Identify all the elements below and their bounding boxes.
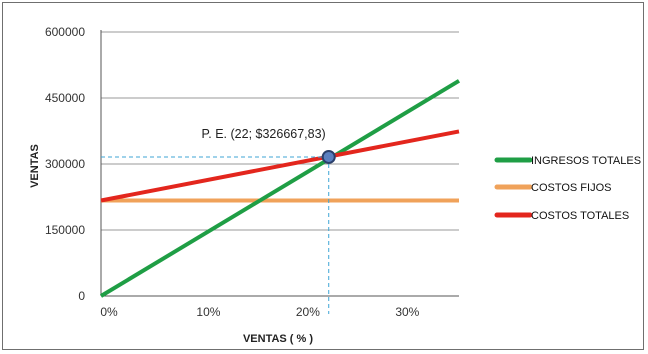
- x-tick-label: 10%: [196, 305, 220, 319]
- legend-item: COSTOS FIJOS: [494, 182, 611, 194]
- chart-frame: 0 150000 300000 450000 600000 0% 10% 20% 30% P.…: [2, 2, 644, 350]
- series-lines: [99, 79, 461, 298]
- break-even-label: P. E. (22; $326667,83): [202, 127, 326, 141]
- legend-label: COSTOS FIJOS: [531, 182, 611, 194]
- break-even-annotation: P. E. (22; $326667,83): [101, 127, 336, 314]
- y-axis: 0 150000 300000 450000 600000: [45, 25, 102, 303]
- y-axis-title: VENTAS: [29, 144, 41, 188]
- series-line: [100, 129, 460, 203]
- y-tick-label: 0: [78, 289, 85, 303]
- x-axis: 0% 10% 20% 30%: [100, 295, 459, 319]
- y-tick-label: 450000: [45, 91, 85, 105]
- legend-item: INGRESOS TOTALES: [494, 155, 641, 167]
- legend-item: COSTOS TOTALES: [494, 210, 629, 222]
- x-tick-label: 20%: [296, 305, 320, 319]
- legend-label: INGRESOS TOTALES: [531, 155, 641, 167]
- legend: INGRESOS TOTALES COSTOS FIJOS COSTOS TOTAL…: [494, 155, 641, 222]
- x-tick-label: 0%: [100, 305, 118, 319]
- series-line: [99, 79, 461, 298]
- grid-lines: [101, 31, 459, 231]
- y-tick-label: 600000: [45, 25, 85, 39]
- break-even-chart: 0 150000 300000 450000 600000 0% 10% 20% 30% P.…: [29, 25, 641, 345]
- x-axis-title: VENTAS ( % ): [243, 333, 313, 345]
- y-tick-label: 300000: [45, 157, 85, 171]
- x-tick-label: 30%: [395, 305, 419, 319]
- y-tick-label: 150000: [45, 223, 85, 237]
- break-even-marker: [321, 149, 336, 164]
- legend-label: COSTOS TOTALES: [531, 210, 629, 222]
